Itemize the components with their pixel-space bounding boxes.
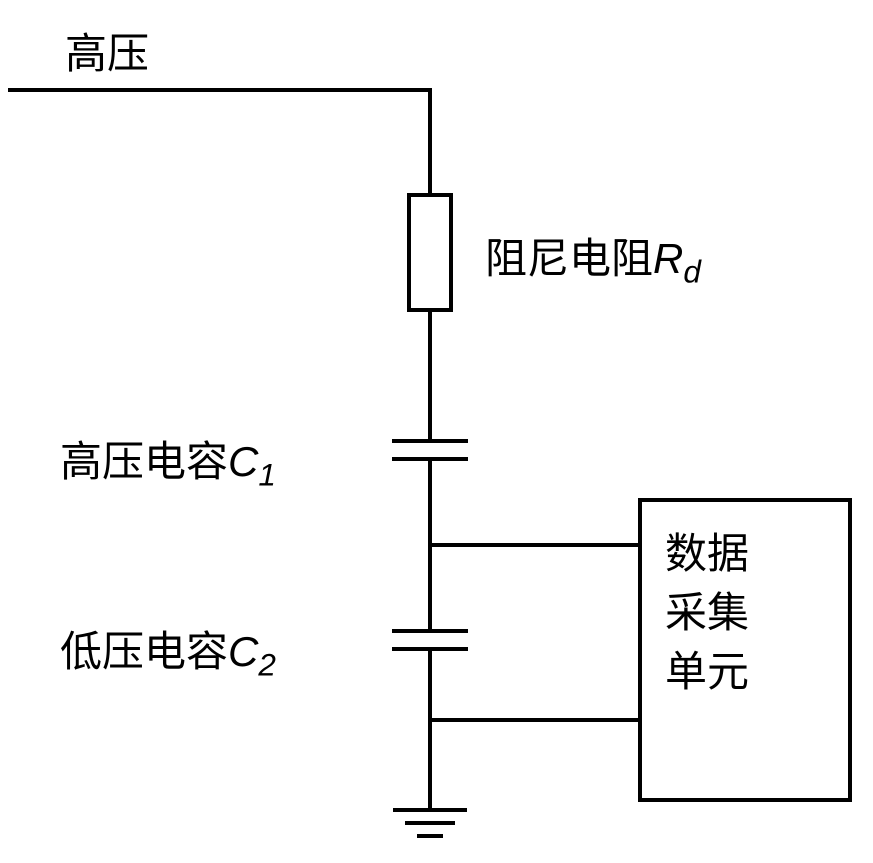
label-c2-prefix: 低压电容 bbox=[60, 628, 228, 675]
label-c1-sym: C bbox=[228, 438, 258, 485]
label-c1-prefix: 高压电容 bbox=[60, 438, 228, 485]
label-c1-sub: 1 bbox=[258, 456, 276, 492]
label-hv-text: 高压 bbox=[65, 30, 149, 77]
label-c2-sym: C bbox=[228, 628, 258, 675]
label-box-line3: 单元 bbox=[665, 643, 749, 702]
label-c2-sub: 2 bbox=[258, 646, 276, 682]
label-c1: 高压电容C1 bbox=[60, 428, 276, 493]
label-rd-sym: R bbox=[653, 235, 683, 282]
label-rd: 阻尼电阻Rd bbox=[485, 225, 701, 290]
label-hv: 高压 bbox=[65, 20, 149, 81]
label-box: 数据 采集 单元 bbox=[665, 525, 749, 701]
label-rd-sub: d bbox=[683, 253, 701, 289]
label-box-line1: 数据 bbox=[665, 525, 749, 584]
label-c2: 低压电容C2 bbox=[60, 618, 276, 683]
label-box-line2: 采集 bbox=[665, 584, 749, 643]
label-rd-prefix: 阻尼电阻 bbox=[485, 235, 653, 282]
